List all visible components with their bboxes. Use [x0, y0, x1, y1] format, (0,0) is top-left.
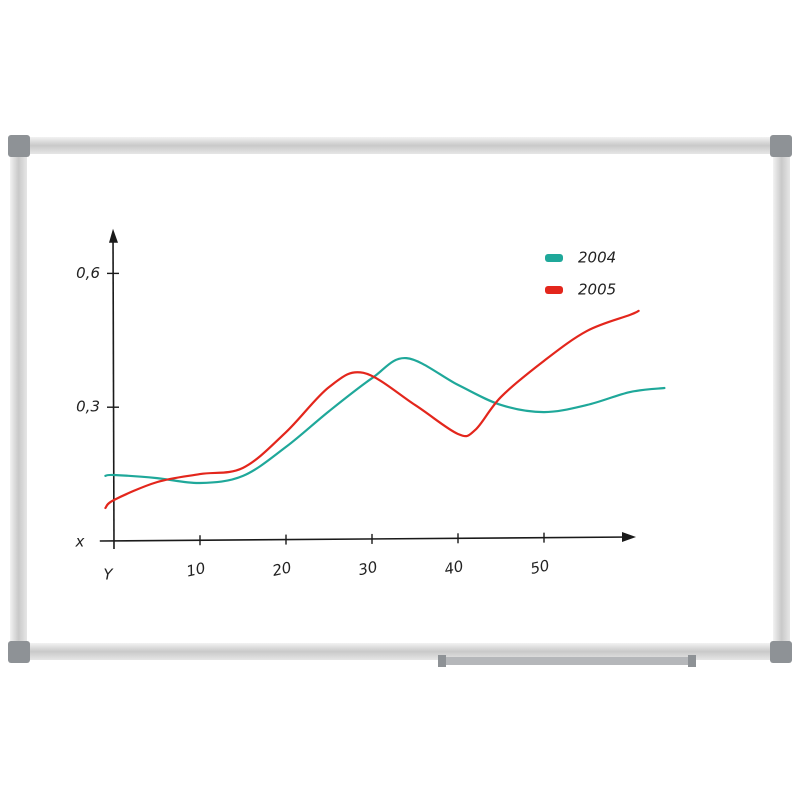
legend-swatch	[545, 286, 563, 294]
data-line	[104, 309, 640, 510]
chart: xY 10 20 30 40 50 0,3 0,6 2004 2005	[75, 228, 666, 584]
legend-label: 2004	[578, 249, 616, 267]
origin-label: Y	[103, 566, 114, 584]
y-axis	[112, 232, 115, 550]
y-tick-label: 0,6	[76, 264, 100, 282]
legend-swatch	[545, 254, 563, 262]
x-tick-label: 50	[529, 556, 551, 578]
x-tick-label: 10	[185, 559, 207, 581]
y-axis-arrow	[109, 228, 118, 243]
x-tick-label: 30	[357, 558, 379, 580]
legend-label: 2005	[578, 281, 616, 299]
origin-label: x	[75, 533, 85, 551]
board-frame	[8, 135, 792, 667]
x-axis-arrow	[622, 532, 636, 542]
y-tick-label: 0,3	[76, 398, 100, 416]
x-tick-label: 20	[271, 558, 293, 580]
x-tick-label: 40	[443, 557, 465, 579]
